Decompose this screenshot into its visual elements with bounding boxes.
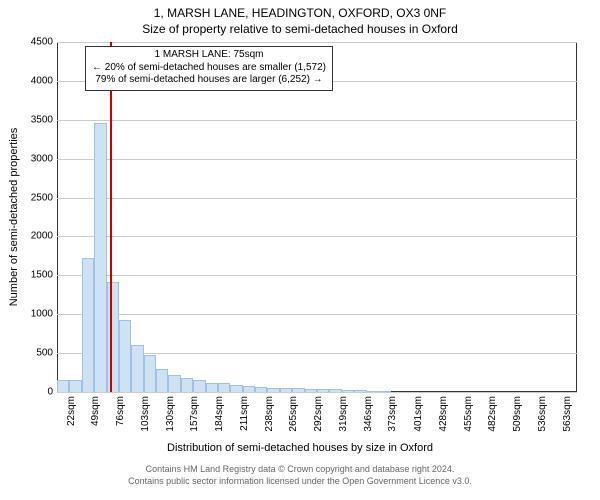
xtick-label: 157sqm — [189, 396, 200, 432]
histogram-bar — [144, 355, 156, 392]
ytick-label: 3000 — [31, 153, 57, 164]
ytick-label: 2500 — [31, 192, 57, 203]
xtick-label: 292sqm — [313, 396, 324, 432]
xtick-label: 509sqm — [512, 396, 523, 432]
grid-line — [57, 42, 577, 43]
chart-title-line2: Size of property relative to semi-detach… — [0, 22, 600, 36]
xtick-label: 536sqm — [537, 396, 548, 432]
ytick-label: 0 — [47, 387, 57, 398]
credit-line1: Contains HM Land Registry data © Crown c… — [0, 464, 600, 476]
xtick-label: 103sqm — [140, 396, 151, 432]
histogram-bar — [107, 282, 119, 392]
info-box: 1 MARSH LANE: 75sqm← 20% of semi-detache… — [85, 46, 333, 91]
grid-line — [57, 120, 577, 121]
xtick-label: 455sqm — [463, 396, 474, 432]
histogram-bar — [379, 391, 391, 392]
xtick-label: 211sqm — [239, 396, 250, 431]
ytick-label: 1000 — [31, 309, 57, 320]
ytick-label: 4000 — [31, 75, 57, 86]
histogram-bar — [94, 123, 106, 392]
xtick-label: 373sqm — [387, 396, 398, 432]
xtick-label: 22sqm — [66, 396, 77, 426]
xtick-label: 130sqm — [165, 396, 176, 432]
ytick-label: 4500 — [31, 37, 57, 48]
marker-line — [110, 42, 112, 392]
grid-line — [57, 198, 577, 199]
ytick-label: 1500 — [31, 270, 57, 281]
histogram-bar — [168, 375, 180, 392]
histogram-bar — [181, 378, 193, 392]
histogram-bar — [57, 380, 69, 392]
info-box-line2: ← 20% of semi-detached houses are smalle… — [92, 62, 326, 75]
histogram-bar — [131, 345, 143, 392]
histogram-bar — [119, 320, 131, 392]
ytick-label: 2000 — [31, 231, 57, 242]
xtick-label: 319sqm — [338, 396, 349, 432]
info-box-line1: 1 MARSH LANE: 75sqm — [92, 49, 326, 62]
xtick-label: 49sqm — [90, 396, 101, 426]
histogram-bar — [193, 380, 205, 392]
grid-line — [57, 159, 577, 160]
histogram-bar — [292, 388, 304, 392]
histogram-bar — [218, 383, 230, 392]
xtick-label: 401sqm — [413, 396, 424, 432]
histogram-bar — [82, 258, 94, 392]
credit-text: Contains HM Land Registry data © Crown c… — [0, 464, 600, 487]
xtick-label: 482sqm — [487, 396, 498, 432]
plot-area: 05001000150020002500300035004000450022sq… — [57, 42, 577, 392]
grid-line — [57, 236, 577, 237]
grid-line — [57, 314, 577, 315]
histogram-bar — [267, 388, 279, 392]
xtick-label: 428sqm — [438, 396, 449, 432]
histogram-bar — [367, 391, 379, 392]
grid-line — [57, 392, 577, 393]
histogram-bar — [69, 380, 81, 392]
xtick-label: 76sqm — [115, 396, 126, 426]
histogram-bar — [156, 369, 168, 392]
axis-frame — [57, 42, 577, 392]
ytick-label: 3500 — [31, 114, 57, 125]
histogram-bar — [230, 385, 242, 392]
histogram-bar — [354, 390, 366, 392]
histogram-bar — [280, 388, 292, 392]
y-axis-label: Number of semi-detached properties — [8, 128, 20, 307]
histogram-bar — [317, 389, 329, 392]
histogram-bar — [342, 390, 354, 392]
histogram-bar — [255, 387, 267, 392]
credit-line2: Contains public sector information licen… — [0, 476, 600, 488]
x-axis-label: Distribution of semi-detached houses by … — [0, 442, 600, 454]
xtick-label: 563sqm — [562, 396, 573, 432]
xtick-label: 238sqm — [264, 396, 275, 432]
xtick-label: 346sqm — [363, 396, 374, 432]
xtick-label: 184sqm — [214, 396, 225, 432]
chart-title-line1: 1, MARSH LANE, HEADINGTON, OXFORD, OX3 0… — [0, 6, 600, 20]
histogram-bar — [305, 389, 317, 393]
grid-line — [57, 275, 577, 276]
histogram-bar — [206, 383, 218, 392]
ytick-label: 500 — [36, 348, 57, 359]
histogram-bar — [243, 386, 255, 392]
histogram-bar — [329, 389, 341, 392]
chart-container: 1, MARSH LANE, HEADINGTON, OXFORD, OX3 0… — [0, 0, 600, 500]
info-box-line3: 79% of semi-detached houses are larger (… — [92, 74, 326, 87]
xtick-label: 265sqm — [288, 396, 299, 432]
